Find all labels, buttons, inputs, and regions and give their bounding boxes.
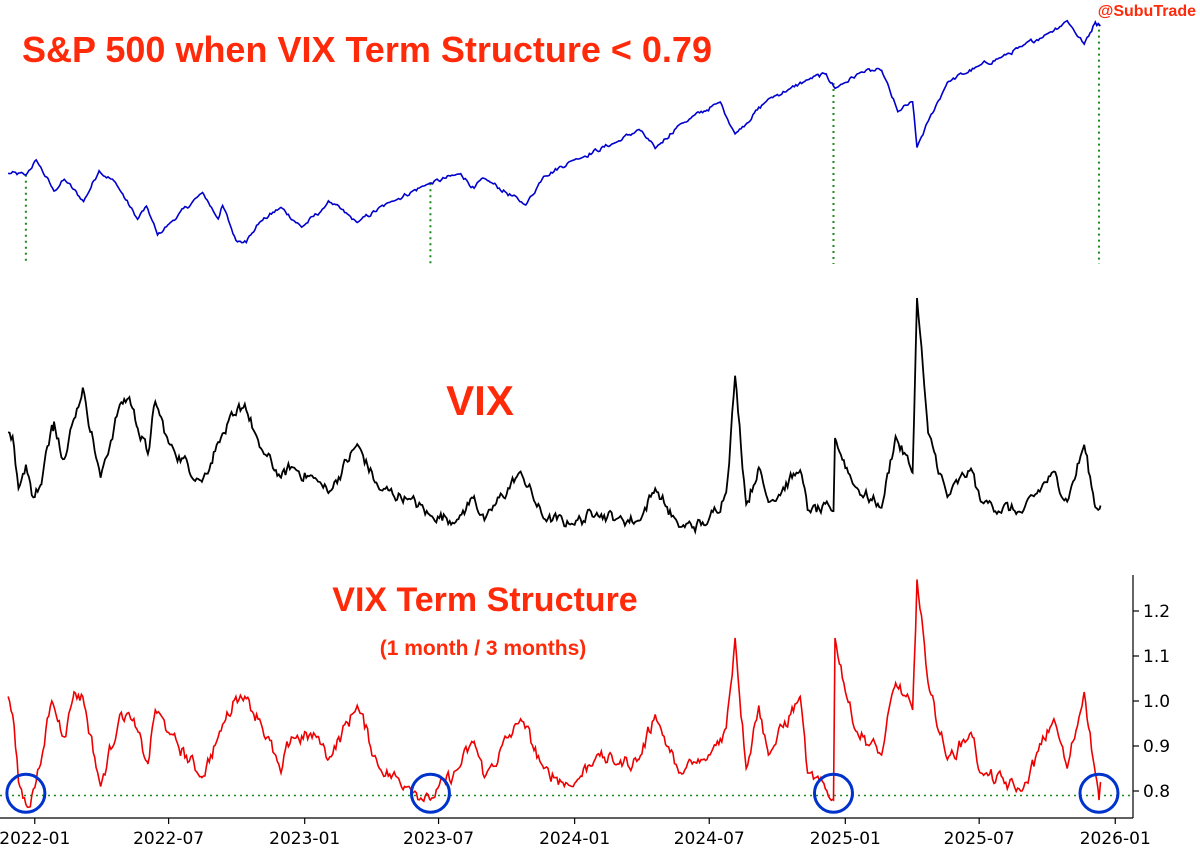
spx-title: S&P 500 when VIX Term Structure < 0.79 — [22, 29, 712, 70]
y-tick-label: 1.2 — [1143, 602, 1170, 622]
term-series-line — [7, 579, 1102, 809]
signal-circle-1 — [5, 772, 47, 814]
term-panel: 0.80.91.01.11.2 2022-01 2022-07 2023-01 202… — [0, 575, 1170, 849]
y-tick-label: 0.9 — [1143, 737, 1170, 757]
x-tick-label: 2022-01 — [0, 829, 70, 849]
vix-series-line — [7, 297, 1102, 536]
spx-series-line — [7, 19, 1101, 244]
x-tick-label: 2024-01 — [539, 829, 610, 849]
x-axis-ticks: 2022-01 2022-07 2023-01 2023-07 2024-01 2024-… — [0, 818, 1151, 849]
term-title: VIX Term Structure — [332, 581, 637, 619]
signal-circle-2 — [409, 772, 451, 814]
x-tick-label: 2026-01 — [1080, 829, 1151, 849]
x-tick-label: 2025-07 — [944, 829, 1015, 849]
signal-circle-4 — [1078, 772, 1120, 814]
x-tick-label: 2022-07 — [133, 829, 204, 849]
y-tick-label: 1.0 — [1143, 692, 1170, 712]
y-tick-label: 0.8 — [1143, 782, 1170, 802]
vix-title: VIX — [446, 377, 514, 424]
spx-panel: S&P 500 when VIX Term Structure < 0.79 — [7, 19, 1101, 264]
x-tick-label: 2024-07 — [674, 829, 745, 849]
term-subtitle: (1 month / 3 months) — [380, 637, 587, 660]
y-tick-label: 1.1 — [1143, 647, 1170, 667]
watermark: @SubuTrade — [1098, 3, 1196, 20]
y-axis-ticks: 0.8 0.9 1.0 1.1 1.2 — [1133, 602, 1170, 802]
x-tick-label: 2023-07 — [403, 829, 474, 849]
signal-circles — [5, 772, 1120, 814]
spx-signal-lines — [24, 23, 1100, 264]
vix-panel: VIX — [7, 297, 1102, 536]
x-tick-label: 2025-01 — [810, 829, 881, 849]
signal-circle-3 — [812, 772, 854, 814]
x-tick-label: 2023-01 — [269, 829, 340, 849]
